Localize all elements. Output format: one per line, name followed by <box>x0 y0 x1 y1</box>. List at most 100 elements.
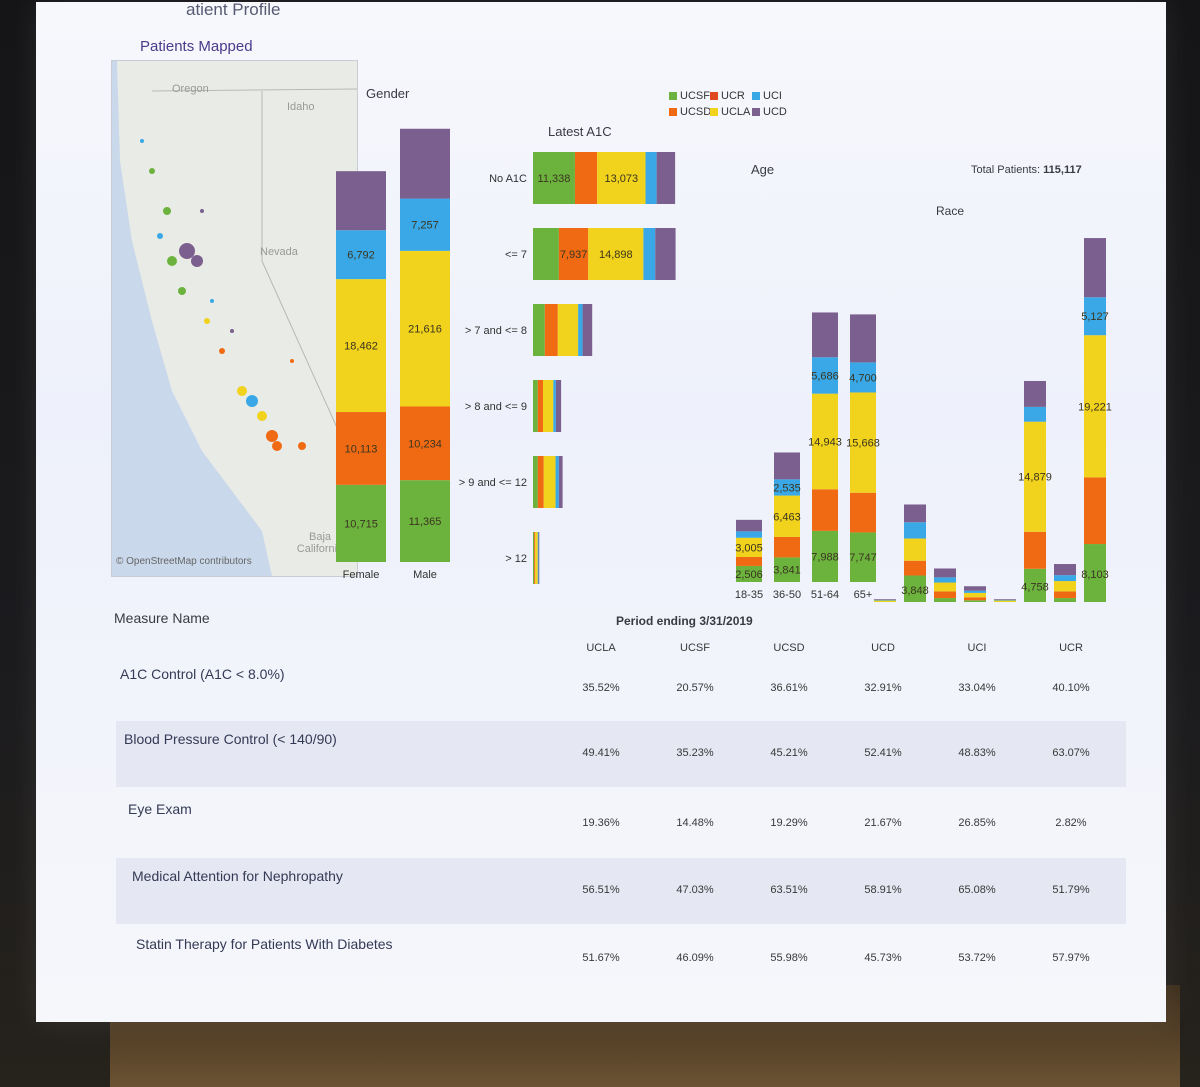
a1c-bar-segment[interactable] <box>558 228 589 280</box>
race-bar-segment[interactable] <box>874 600 896 602</box>
age-bar-segment[interactable] <box>774 495 800 537</box>
age-bar-segment[interactable] <box>774 452 800 480</box>
gender-category-label: Female <box>343 569 380 581</box>
age-bar-segment[interactable] <box>736 519 762 532</box>
age-bar-segment[interactable] <box>736 537 762 558</box>
race-bar-segment[interactable] <box>904 504 926 523</box>
race-bar-segment[interactable] <box>1024 421 1046 532</box>
a1c-bar-segment[interactable] <box>542 380 554 432</box>
race-bar-segment[interactable] <box>1024 568 1046 602</box>
gender-bar-segment[interactable] <box>336 171 386 231</box>
a1c-bar-segment[interactable] <box>645 152 657 204</box>
a1c-bar-segment[interactable] <box>543 456 556 508</box>
race-bar-segment[interactable] <box>964 592 986 598</box>
a1c-bar-segment[interactable] <box>533 304 545 356</box>
race-bar-segment[interactable] <box>904 522 926 539</box>
race-bar-segment[interactable] <box>904 560 926 576</box>
race-bar-segment[interactable] <box>964 590 986 593</box>
race-bar-segment[interactable] <box>994 600 1016 602</box>
a1c-bar-segment[interactable] <box>574 152 598 204</box>
race-bar-segment[interactable] <box>1024 406 1046 422</box>
a1c-bar-segment[interactable] <box>533 456 538 508</box>
age-bar-segment[interactable] <box>736 565 762 582</box>
age-bar-segment[interactable] <box>812 312 838 358</box>
gender-bar-segment[interactable] <box>400 480 450 562</box>
gender-bar-segment[interactable] <box>336 279 386 413</box>
a1c-bar-segment[interactable] <box>588 228 644 280</box>
a1c-bar-segment[interactable] <box>597 152 646 204</box>
race-bar-segment[interactable] <box>904 575 926 602</box>
age-bar-segment[interactable] <box>850 314 876 363</box>
a1c-bar-segment[interactable] <box>534 532 536 584</box>
age-bar-segment[interactable] <box>812 393 838 490</box>
a1c-bar-segment[interactable] <box>656 152 676 204</box>
age-bar-segment[interactable] <box>850 392 876 493</box>
race-bar-segment[interactable] <box>994 599 1016 601</box>
race-bar-segment[interactable] <box>934 568 956 578</box>
age-bar-segment[interactable] <box>812 489 838 531</box>
race-bar-segment[interactable] <box>934 598 956 602</box>
a1c-bar-segment[interactable] <box>538 532 540 584</box>
a1c-bar-segment[interactable] <box>553 380 556 432</box>
a1c-bar-segment[interactable] <box>535 532 538 584</box>
race-bar-segment[interactable] <box>1024 531 1046 569</box>
gender-bar-segment[interactable] <box>336 230 386 280</box>
a1c-bar-segment[interactable] <box>544 304 558 356</box>
race-bar-segment[interactable] <box>934 577 956 583</box>
age-bar-segment[interactable] <box>812 357 838 394</box>
a1c-bar-segment[interactable] <box>533 532 535 584</box>
gender-bar-segment[interactable] <box>400 406 450 481</box>
age-bar-segment[interactable] <box>774 479 800 496</box>
race-bar-segment[interactable] <box>1054 564 1076 576</box>
a1c-bar-segment[interactable] <box>555 456 559 508</box>
race-bar-segment[interactable] <box>934 582 956 592</box>
age-bar-segment[interactable] <box>774 557 800 582</box>
gender-bar-segment[interactable] <box>336 412 386 485</box>
gender-bar-segment[interactable] <box>400 128 450 199</box>
age-bar-segment[interactable] <box>774 536 800 558</box>
a1c-bar-segment[interactable] <box>557 304 579 356</box>
race-bar-segment[interactable] <box>1084 297 1106 336</box>
a1c-bar-segment[interactable] <box>537 456 544 508</box>
race-bar-segment[interactable] <box>1084 477 1106 545</box>
a1c-bar-segment[interactable] <box>655 228 676 280</box>
race-bar-segment[interactable] <box>1054 598 1076 602</box>
race-bar-segment[interactable] <box>934 591 956 599</box>
age-bar-segment[interactable] <box>850 532 876 582</box>
a1c-bar-segment[interactable] <box>643 228 656 280</box>
age-bar-segment[interactable] <box>850 362 876 393</box>
race-bar-segment[interactable] <box>994 599 1016 600</box>
race-bar-segment[interactable] <box>1054 591 1076 599</box>
charts-canvas: 10,715 10,113 18,462 6,792 Female 11,365 10,23… <box>336 128 1112 602</box>
race-bar-segment[interactable] <box>1054 581 1076 592</box>
race-bar-segment[interactable] <box>1084 335 1106 478</box>
race-bar-segment[interactable] <box>964 600 986 602</box>
age-bar-segment[interactable] <box>812 530 838 582</box>
a1c-bar-segment[interactable] <box>537 380 543 432</box>
race-bar-segment[interactable] <box>964 597 986 601</box>
gender-bar-segment[interactable] <box>336 484 386 562</box>
race-bar-segment[interactable] <box>1084 544 1106 602</box>
a1c-bar-segment[interactable] <box>582 304 593 356</box>
a1c-bar-segment[interactable] <box>578 304 583 356</box>
a1c-bar-segment[interactable] <box>537 532 539 584</box>
a1c-bar-segment[interactable] <box>533 228 559 280</box>
race-bar-segment[interactable] <box>874 599 896 601</box>
gender-bar-segment[interactable] <box>400 250 450 407</box>
age-bar-segment[interactable] <box>736 557 762 566</box>
race-bar-segment[interactable] <box>964 586 986 591</box>
age-bar-segment[interactable] <box>850 492 876 533</box>
a1c-bar-segment[interactable] <box>533 152 575 204</box>
race-bar-segment[interactable] <box>904 538 926 561</box>
a1c-bar-segment[interactable] <box>533 380 538 432</box>
a1c-bar-segment[interactable] <box>555 380 562 432</box>
gender-bar-segment[interactable] <box>400 198 450 251</box>
race-bar-segment[interactable] <box>1024 380 1046 407</box>
race-data-label: 5,127 <box>1081 311 1109 323</box>
race-bar-segment[interactable] <box>1084 238 1106 298</box>
race-bar-segment[interactable] <box>874 599 896 600</box>
age-bar-segment[interactable] <box>736 531 762 538</box>
race-bar-segment[interactable] <box>1054 575 1076 582</box>
patients-map[interactable]: Oregon Idaho Nevada Baja California © Op… <box>111 60 358 577</box>
a1c-bar-segment[interactable] <box>558 456 563 508</box>
